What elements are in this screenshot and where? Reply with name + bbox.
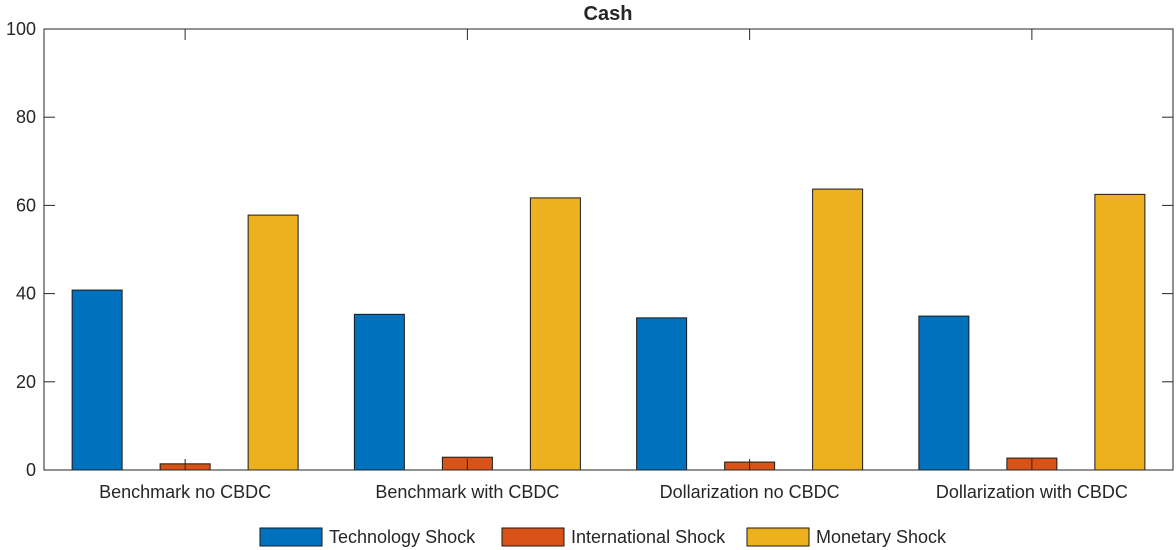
chart-title: Cash [584, 3, 633, 25]
bar-1-1 [71, 289, 123, 471]
axes-layer: 0 20 40 60 80 100 Benchmark no CBDC Benchmark w… [6, 19, 1173, 502]
legend-label-1: Technology Shock [329, 527, 476, 547]
x-tick-label-3: Dollarization with CBDC [936, 482, 1128, 502]
legend-swatch-1 [259, 527, 323, 547]
y-tick-label-4: 80 [16, 107, 36, 127]
legend-swatch-3 [746, 527, 810, 547]
y-tick-label-5: 100 [6, 19, 36, 39]
bar-1-2 [353, 313, 405, 471]
bar-3-2 [529, 197, 581, 471]
legend: Technology Shock International Shock Monet… [259, 527, 947, 547]
bar-3-1 [247, 214, 299, 471]
x-tick-label-0: Benchmark no CBDC [99, 482, 271, 502]
legend-label-2: International Shock [571, 527, 726, 547]
bar-3-4 [1094, 193, 1146, 471]
y-tick-label-2: 40 [16, 284, 36, 304]
bar-1-4 [918, 315, 970, 471]
y-tick-label-1: 20 [16, 372, 36, 392]
plot-frame [43, 28, 1174, 471]
y-tick-label-3: 60 [16, 195, 36, 215]
legend-swatch-2 [501, 527, 565, 547]
y-tick-label-0: 0 [26, 460, 36, 480]
x-tick-label-2: Dollarization no CBDC [660, 482, 840, 502]
x-tick-label-1: Benchmark with CBDC [375, 482, 559, 502]
bar-1-3 [636, 317, 688, 471]
bars-layer [71, 188, 1146, 471]
legend-label-3: Monetary Shock [816, 527, 947, 547]
bar-3-3 [812, 188, 864, 471]
